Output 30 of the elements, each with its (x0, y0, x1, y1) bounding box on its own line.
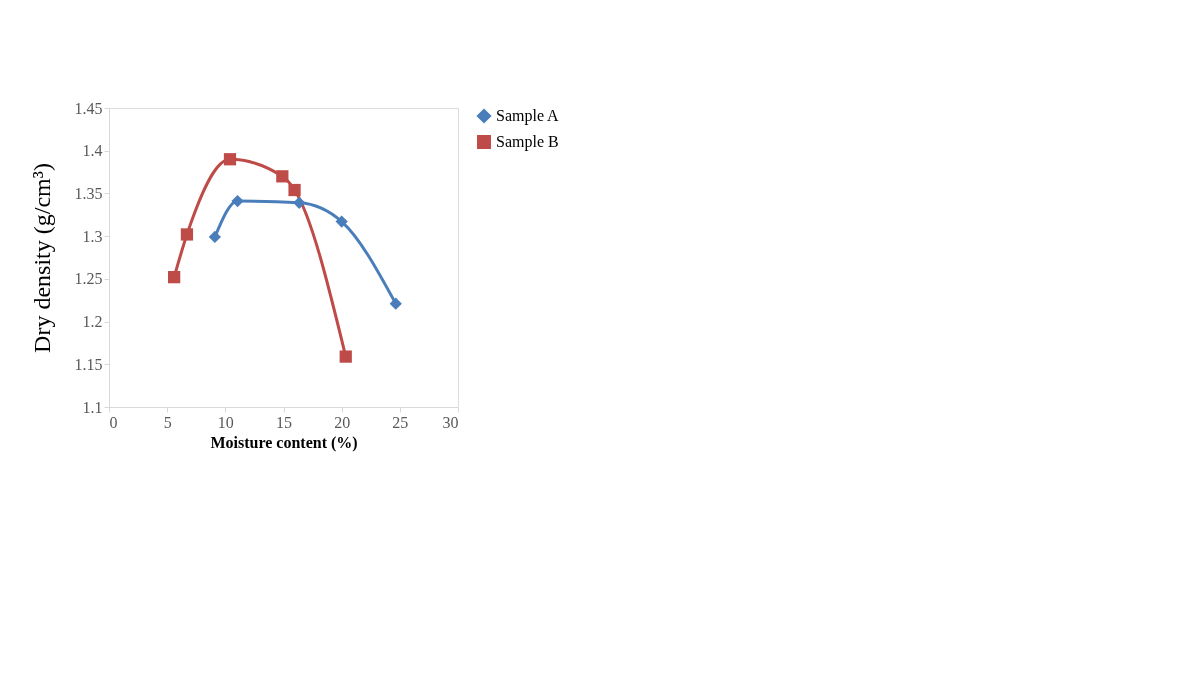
x-tick-label: 20 (334, 413, 351, 431)
point (168, 271, 181, 284)
legend-label: Sample B (496, 133, 559, 151)
x-axis-title: Moisture content (%) (210, 433, 358, 452)
point (389, 297, 402, 310)
point (223, 153, 237, 166)
y-tick-label: 1.15 (74, 355, 103, 373)
point (293, 196, 306, 209)
y-tick-label: 1.45 (74, 99, 103, 117)
point (208, 230, 221, 244)
point (231, 194, 244, 208)
x-tick-label: 15 (276, 413, 292, 431)
y-tick-label: 1.35 (74, 184, 103, 202)
point (180, 228, 194, 241)
y-axis-title: Dry density (g/cm³) (28, 163, 55, 353)
x-tick-label: 10 (217, 413, 234, 431)
y-tick-label: 1.4 (82, 142, 103, 160)
point (335, 215, 348, 228)
y-tick-label: 1.3 (82, 227, 103, 245)
point (276, 170, 289, 183)
x-tick-label: 30 (442, 413, 459, 431)
x-tick-label: 5 (163, 413, 172, 431)
x-tick-label: 0 (109, 413, 118, 431)
y-tick-label: 1.2 (82, 313, 103, 331)
legend-label: Sample A (496, 107, 560, 125)
y-tick-label: 1.25 (74, 270, 103, 288)
y-tick-label: 1.1 (82, 398, 103, 416)
x-tick-label: 25 (392, 413, 409, 431)
point (288, 183, 301, 197)
point (339, 350, 352, 363)
